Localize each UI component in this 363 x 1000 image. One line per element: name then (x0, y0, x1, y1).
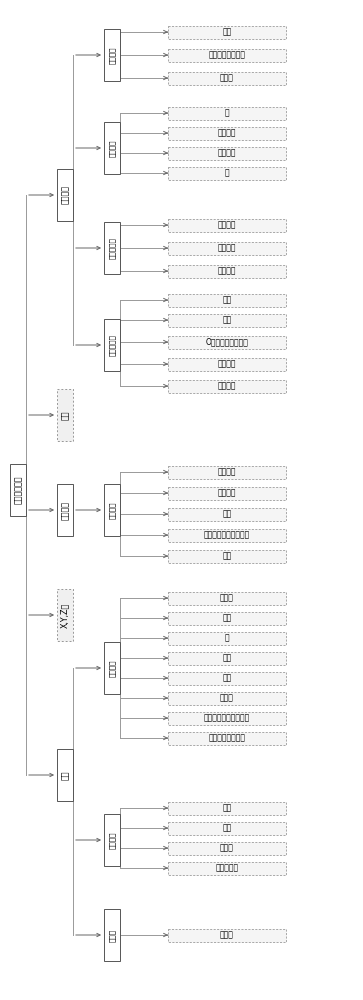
Text: 出油: 出油 (223, 316, 232, 324)
Text: 定精度: 定精度 (220, 694, 234, 702)
Bar (168, 591, 286, 604)
Bar (10, 464, 26, 516)
Text: 光栅尺更水: 光栅尺更水 (215, 863, 238, 872)
Text: 前位支承: 前位支承 (109, 659, 115, 677)
Text: X,Y,Z轴: X,Y,Z轴 (61, 602, 69, 628)
Text: 总支承: 总支承 (109, 928, 115, 942)
Text: 后位支承: 后位支承 (109, 501, 115, 519)
Bar (57, 389, 73, 441)
Text: 温升: 温升 (223, 552, 232, 560)
Bar (168, 166, 286, 180)
Bar (168, 550, 286, 562)
Text: 端面跳动: 端面跳动 (218, 221, 236, 230)
Bar (168, 264, 286, 277)
Text: 噪音: 噪音 (223, 613, 232, 622)
Text: 检测组件: 检测组件 (109, 831, 115, 849)
Bar (168, 379, 286, 392)
Text: 断路: 断路 (223, 824, 232, 832)
Text: 反复图出综件更换频率: 反复图出综件更换频率 (204, 714, 250, 722)
Text: 温升: 温升 (223, 674, 232, 682)
Bar (168, 508, 286, 520)
Bar (104, 642, 120, 694)
Text: O型密封圈更换频率: O型密封圈更换频率 (205, 338, 248, 347)
Text: 出线: 出线 (223, 804, 232, 812)
Bar (168, 528, 286, 542)
Text: 径向跳动: 径向跳动 (218, 488, 236, 497)
Bar (168, 336, 286, 349)
Text: 换刀精度: 换刀精度 (218, 381, 236, 390)
Bar (168, 822, 286, 834)
Bar (57, 484, 73, 536)
Bar (168, 712, 286, 724)
Text: 泵: 泵 (225, 108, 229, 117)
Text: 泵: 泵 (225, 634, 229, 643)
Text: 尾座: 尾座 (61, 410, 69, 420)
Bar (168, 487, 286, 499)
Bar (168, 48, 286, 62)
Text: 换刀时间: 换刀时间 (218, 360, 236, 368)
Text: 温升: 温升 (223, 296, 232, 304)
Bar (168, 219, 286, 232)
Text: 后密封组件: 后密封组件 (109, 237, 115, 259)
Bar (168, 72, 286, 85)
Bar (168, 146, 286, 159)
Text: 出油: 出油 (223, 654, 232, 662)
Bar (168, 106, 286, 119)
Bar (168, 126, 286, 139)
Bar (168, 672, 286, 684)
Text: 数控车床型号: 数控车床型号 (13, 476, 23, 504)
Text: 泵: 泵 (225, 168, 229, 178)
Text: 径向跳动: 径向跳动 (218, 266, 236, 275)
Bar (168, 358, 286, 370)
Text: 噪音: 噪音 (223, 510, 232, 518)
Bar (168, 842, 286, 854)
Bar (168, 732, 286, 744)
Text: 松闸: 松闸 (223, 27, 232, 36)
Text: 定位精度: 定位精度 (218, 128, 236, 137)
Bar (104, 319, 120, 371)
Text: 轴向窜动: 轴向窜动 (218, 243, 236, 252)
Bar (104, 814, 120, 866)
Bar (104, 29, 120, 81)
Text: 制动组件: 制动组件 (109, 46, 115, 64)
Bar (168, 802, 286, 814)
Bar (168, 861, 286, 874)
Bar (57, 589, 73, 641)
Text: 光栅尺: 光栅尺 (220, 844, 234, 852)
Text: 轴向窜动: 轴向窜动 (218, 468, 236, 477)
Bar (168, 241, 286, 254)
Bar (168, 611, 286, 624)
Bar (104, 909, 120, 961)
Bar (168, 25, 286, 38)
Text: 制动闸皮更换频率: 制动闸皮更换频率 (208, 50, 245, 60)
Text: 反复图出综件更换频率: 反复图出综件更换频率 (204, 530, 250, 540)
Text: 主轴系统: 主轴系统 (61, 500, 69, 520)
Text: 床身: 床身 (61, 770, 69, 780)
Text: 前密封组件: 前密封组件 (109, 334, 115, 356)
Bar (168, 692, 286, 704)
Bar (168, 632, 286, 645)
Bar (57, 749, 73, 801)
Bar (168, 466, 286, 479)
Text: 刀架系统: 刀架系统 (61, 186, 69, 205)
Text: 温度升: 温度升 (220, 593, 234, 602)
Bar (104, 222, 120, 274)
Text: 机量量: 机量量 (220, 930, 234, 940)
Text: 伺服量量更换频率: 伺服量量更换频率 (208, 734, 245, 742)
Bar (168, 652, 286, 664)
Bar (104, 122, 120, 174)
Bar (168, 928, 286, 942)
Bar (57, 169, 73, 221)
Text: 传动组件: 传动组件 (109, 139, 115, 157)
Bar (168, 314, 286, 326)
Bar (104, 484, 120, 536)
Bar (168, 294, 286, 306)
Text: 丝杠精度: 丝杠精度 (218, 148, 236, 157)
Text: 制动器: 制动器 (220, 74, 234, 83)
